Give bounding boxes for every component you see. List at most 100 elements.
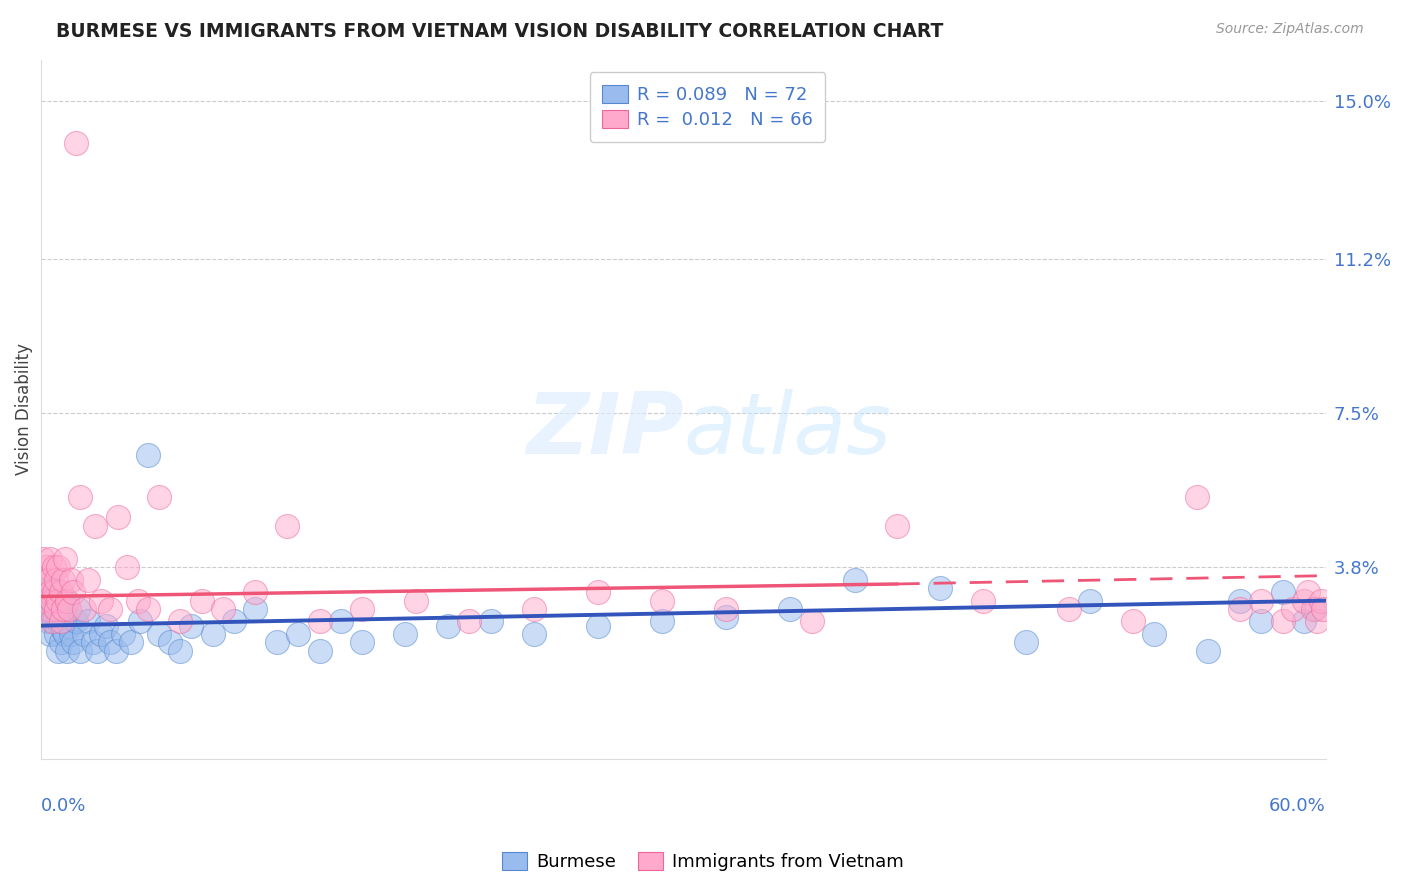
Point	[107, 510, 129, 524]
Point	[45, 627, 67, 641]
Point	[82, 635, 104, 649]
Point	[44, 560, 66, 574]
Point	[48, 615, 70, 629]
Point	[212, 602, 235, 616]
Point	[34, 593, 56, 607]
Point	[48, 643, 70, 657]
Point	[94, 618, 117, 632]
Point	[180, 618, 202, 632]
Point	[308, 615, 330, 629]
Point	[191, 593, 214, 607]
Point	[1229, 602, 1251, 616]
Point	[1185, 490, 1208, 504]
Legend: R = 0.089   N = 72, R =  0.012   N = 66: R = 0.089 N = 72, R = 0.012 N = 66	[589, 72, 825, 142]
Point	[60, 627, 83, 641]
Point	[83, 518, 105, 533]
Point	[90, 593, 112, 607]
Point	[98, 635, 121, 649]
Y-axis label: Vision Disability: Vision Disability	[15, 343, 32, 475]
Point	[651, 615, 673, 629]
Point	[44, 615, 66, 629]
Point	[844, 573, 866, 587]
Point	[53, 552, 76, 566]
Text: BURMESE VS IMMIGRANTS FROM VIETNAM VISION DISABILITY CORRELATION CHART: BURMESE VS IMMIGRANTS FROM VIETNAM VISIO…	[56, 22, 943, 41]
Point	[37, 573, 59, 587]
Point	[38, 552, 60, 566]
Point	[37, 602, 59, 616]
Point	[52, 610, 75, 624]
Point	[1057, 602, 1080, 616]
Point	[523, 602, 546, 616]
Point	[90, 627, 112, 641]
Point	[77, 615, 100, 629]
Point	[1310, 593, 1333, 607]
Point	[222, 615, 245, 629]
Point	[45, 573, 67, 587]
Point	[53, 627, 76, 641]
Point	[276, 518, 298, 533]
Text: atlas: atlas	[683, 389, 891, 472]
Text: 0.0%: 0.0%	[41, 797, 87, 815]
Point	[44, 602, 66, 616]
Point	[105, 643, 128, 657]
Point	[56, 593, 79, 607]
Point	[352, 635, 374, 649]
Point	[330, 615, 353, 629]
Point	[287, 627, 309, 641]
Point	[1306, 615, 1329, 629]
Point	[49, 615, 72, 629]
Point	[34, 573, 56, 587]
Point	[49, 585, 72, 599]
Point	[60, 573, 83, 587]
Point	[245, 602, 267, 616]
Point	[1271, 585, 1294, 599]
Point	[52, 602, 75, 616]
Point	[1312, 602, 1334, 616]
Point	[128, 615, 150, 629]
Point	[148, 627, 170, 641]
Point	[62, 635, 84, 649]
Point	[56, 593, 79, 607]
Point	[41, 615, 63, 629]
Point	[65, 615, 87, 629]
Point	[32, 585, 55, 599]
Point	[245, 585, 267, 599]
Point	[651, 593, 673, 607]
Point	[458, 615, 481, 629]
Point	[1303, 602, 1326, 616]
Point	[523, 627, 546, 641]
Point	[38, 585, 60, 599]
Point	[716, 610, 738, 624]
Point	[1282, 602, 1305, 616]
Point	[127, 593, 149, 607]
Point	[1078, 593, 1101, 607]
Point	[65, 136, 87, 150]
Point	[201, 627, 224, 641]
Point	[586, 585, 609, 599]
Point	[66, 602, 89, 616]
Point	[53, 602, 76, 616]
Point	[169, 643, 191, 657]
Point	[41, 593, 63, 607]
Point	[41, 606, 63, 620]
Point	[716, 602, 738, 616]
Point	[1294, 593, 1316, 607]
Text: 60.0%: 60.0%	[1268, 797, 1326, 815]
Text: ZIP: ZIP	[526, 389, 683, 472]
Point	[38, 627, 60, 641]
Point	[48, 593, 70, 607]
Point	[45, 602, 67, 616]
Point	[1271, 615, 1294, 629]
Point	[48, 560, 70, 574]
Point	[86, 643, 108, 657]
Point	[34, 602, 56, 616]
Point	[972, 593, 994, 607]
Point	[138, 602, 160, 616]
Point	[58, 602, 80, 616]
Point	[120, 635, 142, 649]
Point	[69, 490, 91, 504]
Point	[49, 635, 72, 649]
Point	[73, 627, 96, 641]
Point	[56, 643, 79, 657]
Point	[1294, 615, 1316, 629]
